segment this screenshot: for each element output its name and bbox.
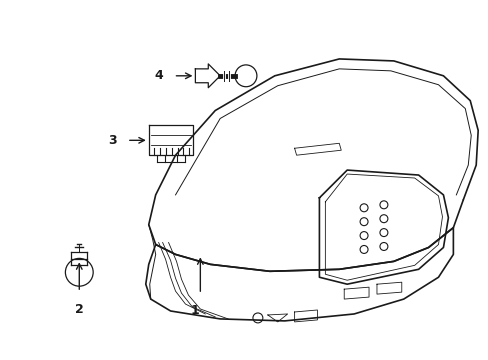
Text: 1: 1 <box>191 304 200 317</box>
Text: 3: 3 <box>108 134 117 147</box>
Text: 2: 2 <box>75 303 83 316</box>
Text: 4: 4 <box>155 69 163 82</box>
